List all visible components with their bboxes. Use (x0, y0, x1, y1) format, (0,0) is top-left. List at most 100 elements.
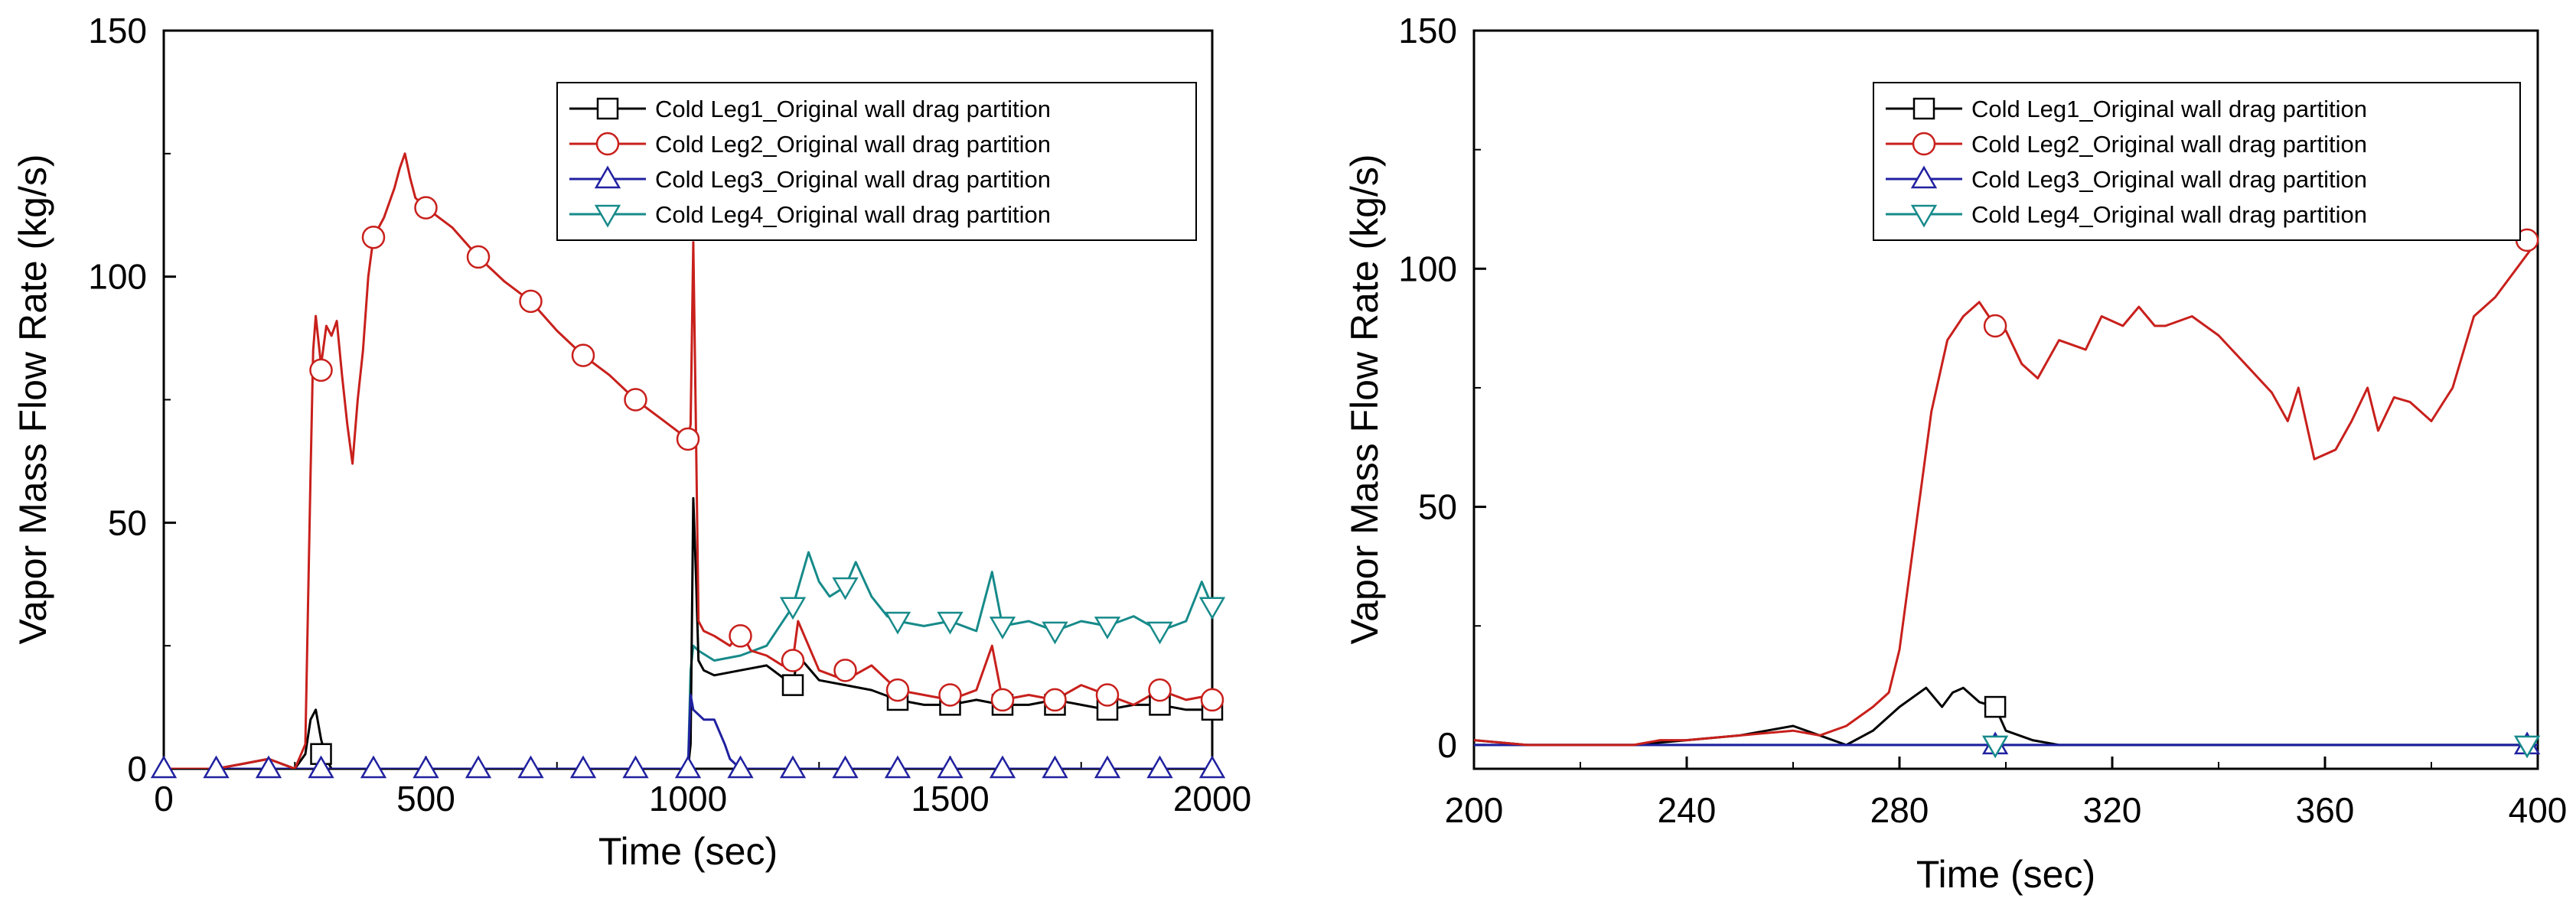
right-x-tick-label: 360 (2296, 790, 2355, 830)
right-legend-marker-cold-leg4 (1910, 204, 1938, 228)
left-marker-cold-leg2 (414, 196, 438, 220)
right-legend-marker-cold-leg1 (1912, 97, 1935, 120)
left-marker-cold-leg3 (1198, 755, 1226, 779)
left-marker-cold-leg4 (1198, 597, 1226, 620)
right-y-tick-label: 50 (1418, 487, 1457, 527)
left-marker-cold-leg2 (833, 659, 857, 682)
left-marker-cold-leg3 (832, 755, 859, 779)
right-x-tick-label: 320 (2083, 790, 2142, 830)
left-y-tick-label: 100 (88, 257, 147, 297)
left-markers-group (150, 196, 1226, 779)
left-series-line-cold-leg1 (164, 496, 1212, 769)
left-x-tick-label: 500 (396, 779, 455, 819)
left-marker-cold-leg3 (1042, 755, 1068, 779)
left-x-tick-label: 2000 (1173, 779, 1251, 819)
left-marker-cold-leg2 (571, 343, 595, 367)
left-legend-marker-cold-leg1 (596, 97, 619, 120)
left-marker-cold-leg3 (360, 755, 387, 779)
left-marker-cold-leg2 (624, 388, 647, 412)
left-marker-cold-leg3 (412, 755, 439, 779)
left-series-line-cold-leg2 (164, 152, 1212, 769)
left-legend-marker-cold-leg3 (594, 165, 621, 189)
right-legend-marker-cold-leg3 (1910, 165, 1938, 189)
left-series-line-cold-leg3 (164, 694, 1212, 769)
left-x-axis-title: Time (sec) (598, 830, 778, 873)
left-y-tick-label: 0 (127, 749, 147, 789)
right-legend-label-cold-leg1: Cold Leg1_Original wall drag partition (1971, 96, 2367, 122)
left-marker-cold-leg3 (569, 755, 597, 779)
left-marker-cold-leg3 (1146, 755, 1173, 779)
right-x-tick-label: 400 (2509, 790, 2568, 830)
left-marker-cold-leg3 (937, 755, 964, 779)
left-marker-cold-leg3 (884, 755, 911, 779)
left-legend-box (556, 82, 1197, 241)
left-y-axis-title: Vapor Mass Flow Rate (kg/s) (11, 155, 54, 645)
left-marker-cold-leg2 (1148, 678, 1172, 702)
right-legend-label-cold-leg2: Cold Leg2_Original wall drag partition (1971, 131, 2367, 158)
right-marker-cold-leg4 (2513, 735, 2541, 759)
right-y-tick-label: 150 (1398, 11, 1457, 50)
right-legend-box (1873, 82, 2521, 241)
left-marker-cold-leg2 (361, 225, 386, 249)
left-marker-cold-leg4 (884, 611, 911, 635)
left-marker-cold-leg4 (1094, 617, 1121, 640)
right-x-axis-title: Time (sec) (1916, 853, 2095, 896)
left-marker-cold-leg4 (779, 597, 807, 620)
left-marker-cold-leg3 (674, 755, 702, 779)
right-y-tick-label: 100 (1398, 249, 1457, 288)
left-ticks: 0 500 1000 1500 2000 0 50 100 150 (88, 11, 1251, 819)
left-marker-cold-leg4 (937, 611, 964, 635)
left-series-group (164, 152, 1212, 769)
left-legend-label-cold-leg1: Cold Leg1_Original wall drag partition (655, 96, 1051, 122)
left-marker-cold-leg3 (727, 755, 754, 779)
left-marker-cold-leg3 (203, 755, 230, 779)
left-marker-cold-leg2 (990, 688, 1015, 712)
right-marker-cold-leg4 (1981, 735, 2009, 759)
right-markers-group (1981, 228, 2541, 759)
left-y-tick-label: 150 (88, 11, 147, 50)
left-chart-panel: 0 500 1000 1500 2000 0 50 100 150 Time (sec) Vap… (11, 11, 1251, 873)
left-marker-cold-leg2 (885, 678, 910, 702)
left-marker-cold-leg3 (517, 755, 544, 779)
left-marker-cold-leg3 (779, 755, 807, 779)
left-x-tick-label: 1000 (649, 779, 727, 819)
left-y-tick-label: 50 (108, 503, 147, 542)
left-marker-cold-leg2 (676, 427, 700, 451)
right-chart-panel: 200 240 280 320 360 400 0 50 100 150 Time (sec) V… (1343, 11, 2567, 896)
right-ticks: 200 240 280 320 360 400 0 50 100 150 (1398, 11, 2567, 830)
left-x-tick-label: 1500 (911, 779, 989, 819)
right-legend-marker-cold-leg2 (1912, 132, 1936, 156)
left-marker-cold-leg4 (989, 617, 1016, 640)
left-marker-cold-leg2 (466, 245, 491, 269)
left-marker-cold-leg2 (938, 683, 962, 707)
left-marker-cold-leg3 (465, 755, 492, 779)
right-series-group (1474, 239, 2538, 747)
left-legend-marker-cold-leg2 (595, 132, 620, 156)
left-marker-cold-leg1 (781, 674, 804, 696)
right-x-tick-label: 200 (1445, 790, 1504, 830)
right-legend-label-cold-leg4: Cold Leg4_Original wall drag partition (1971, 201, 2367, 228)
left-marker-cold-leg3 (308, 755, 334, 779)
right-marker-cold-leg1 (1984, 695, 2007, 718)
left-legend-marker-cold-leg4 (594, 204, 621, 228)
right-legend: Cold Leg1_Original wall drag partition Co… (1873, 82, 2521, 241)
left-legend-label-cold-leg4: Cold Leg4_Original wall drag partition (655, 201, 1051, 228)
left-marker-cold-leg2 (519, 289, 543, 314)
left-marker-cold-leg4 (1042, 621, 1068, 645)
left-marker-cold-leg2 (1095, 683, 1120, 707)
left-marker-cold-leg2 (1043, 688, 1067, 712)
left-marker-cold-leg3 (255, 755, 282, 779)
left-marker-cold-leg3 (1094, 755, 1121, 779)
left-legend-label-cold-leg2: Cold Leg2_Original wall drag partition (655, 131, 1051, 158)
left-marker-cold-leg4 (832, 577, 859, 600)
left-legend-label-cold-leg3: Cold Leg3_Original wall drag partition (655, 166, 1051, 193)
right-y-tick-label: 0 (1437, 725, 1457, 765)
left-x-tick-label: 0 (154, 779, 174, 819)
left-marker-cold-leg2 (1200, 688, 1224, 712)
left-marker-cold-leg3 (622, 755, 649, 779)
left-marker-cold-leg3 (150, 755, 178, 779)
left-marker-cold-leg2 (781, 649, 805, 672)
left-marker-cold-leg2 (309, 358, 333, 382)
left-marker-cold-leg2 (729, 624, 752, 648)
